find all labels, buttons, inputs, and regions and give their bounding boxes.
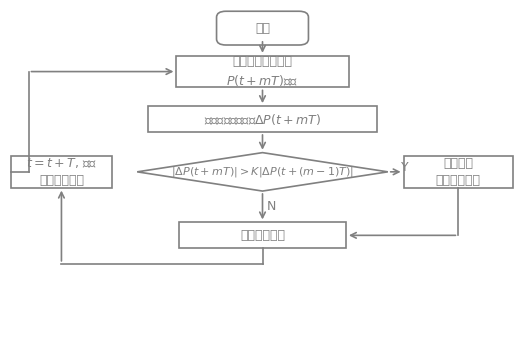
Text: Y: Y xyxy=(401,161,409,174)
Text: 系统稳定运行: 系统稳定运行 xyxy=(240,229,285,242)
Text: 差分计算微变化量$\Delta P(t+mT)$: 差分计算微变化量$\Delta P(t+mT)$ xyxy=(204,112,321,126)
FancyBboxPatch shape xyxy=(148,106,377,132)
FancyBboxPatch shape xyxy=(176,56,349,87)
FancyBboxPatch shape xyxy=(404,156,513,188)
Text: 故障发生
进行分群聚合: 故障发生 进行分群聚合 xyxy=(436,157,481,187)
Text: $|\Delta P(t+mT)|>K|\Delta P(t+(m-1)T)|$: $|\Delta P(t+mT)|>K|\Delta P(t+(m-1)T)|$ xyxy=(171,165,354,179)
Text: N: N xyxy=(267,200,277,213)
FancyBboxPatch shape xyxy=(216,11,309,45)
FancyBboxPatch shape xyxy=(10,156,112,188)
Polygon shape xyxy=(137,153,388,191)
Text: $t=t+T$, 进入
下一时刻采样: $t=t+T$, 进入 下一时刻采样 xyxy=(26,156,97,187)
Text: 开始: 开始 xyxy=(255,22,270,35)
Text: 最新电磁功率采样
$P(t+mT)$录入: 最新电磁功率采样 $P(t+mT)$录入 xyxy=(226,55,299,88)
FancyBboxPatch shape xyxy=(179,222,346,248)
